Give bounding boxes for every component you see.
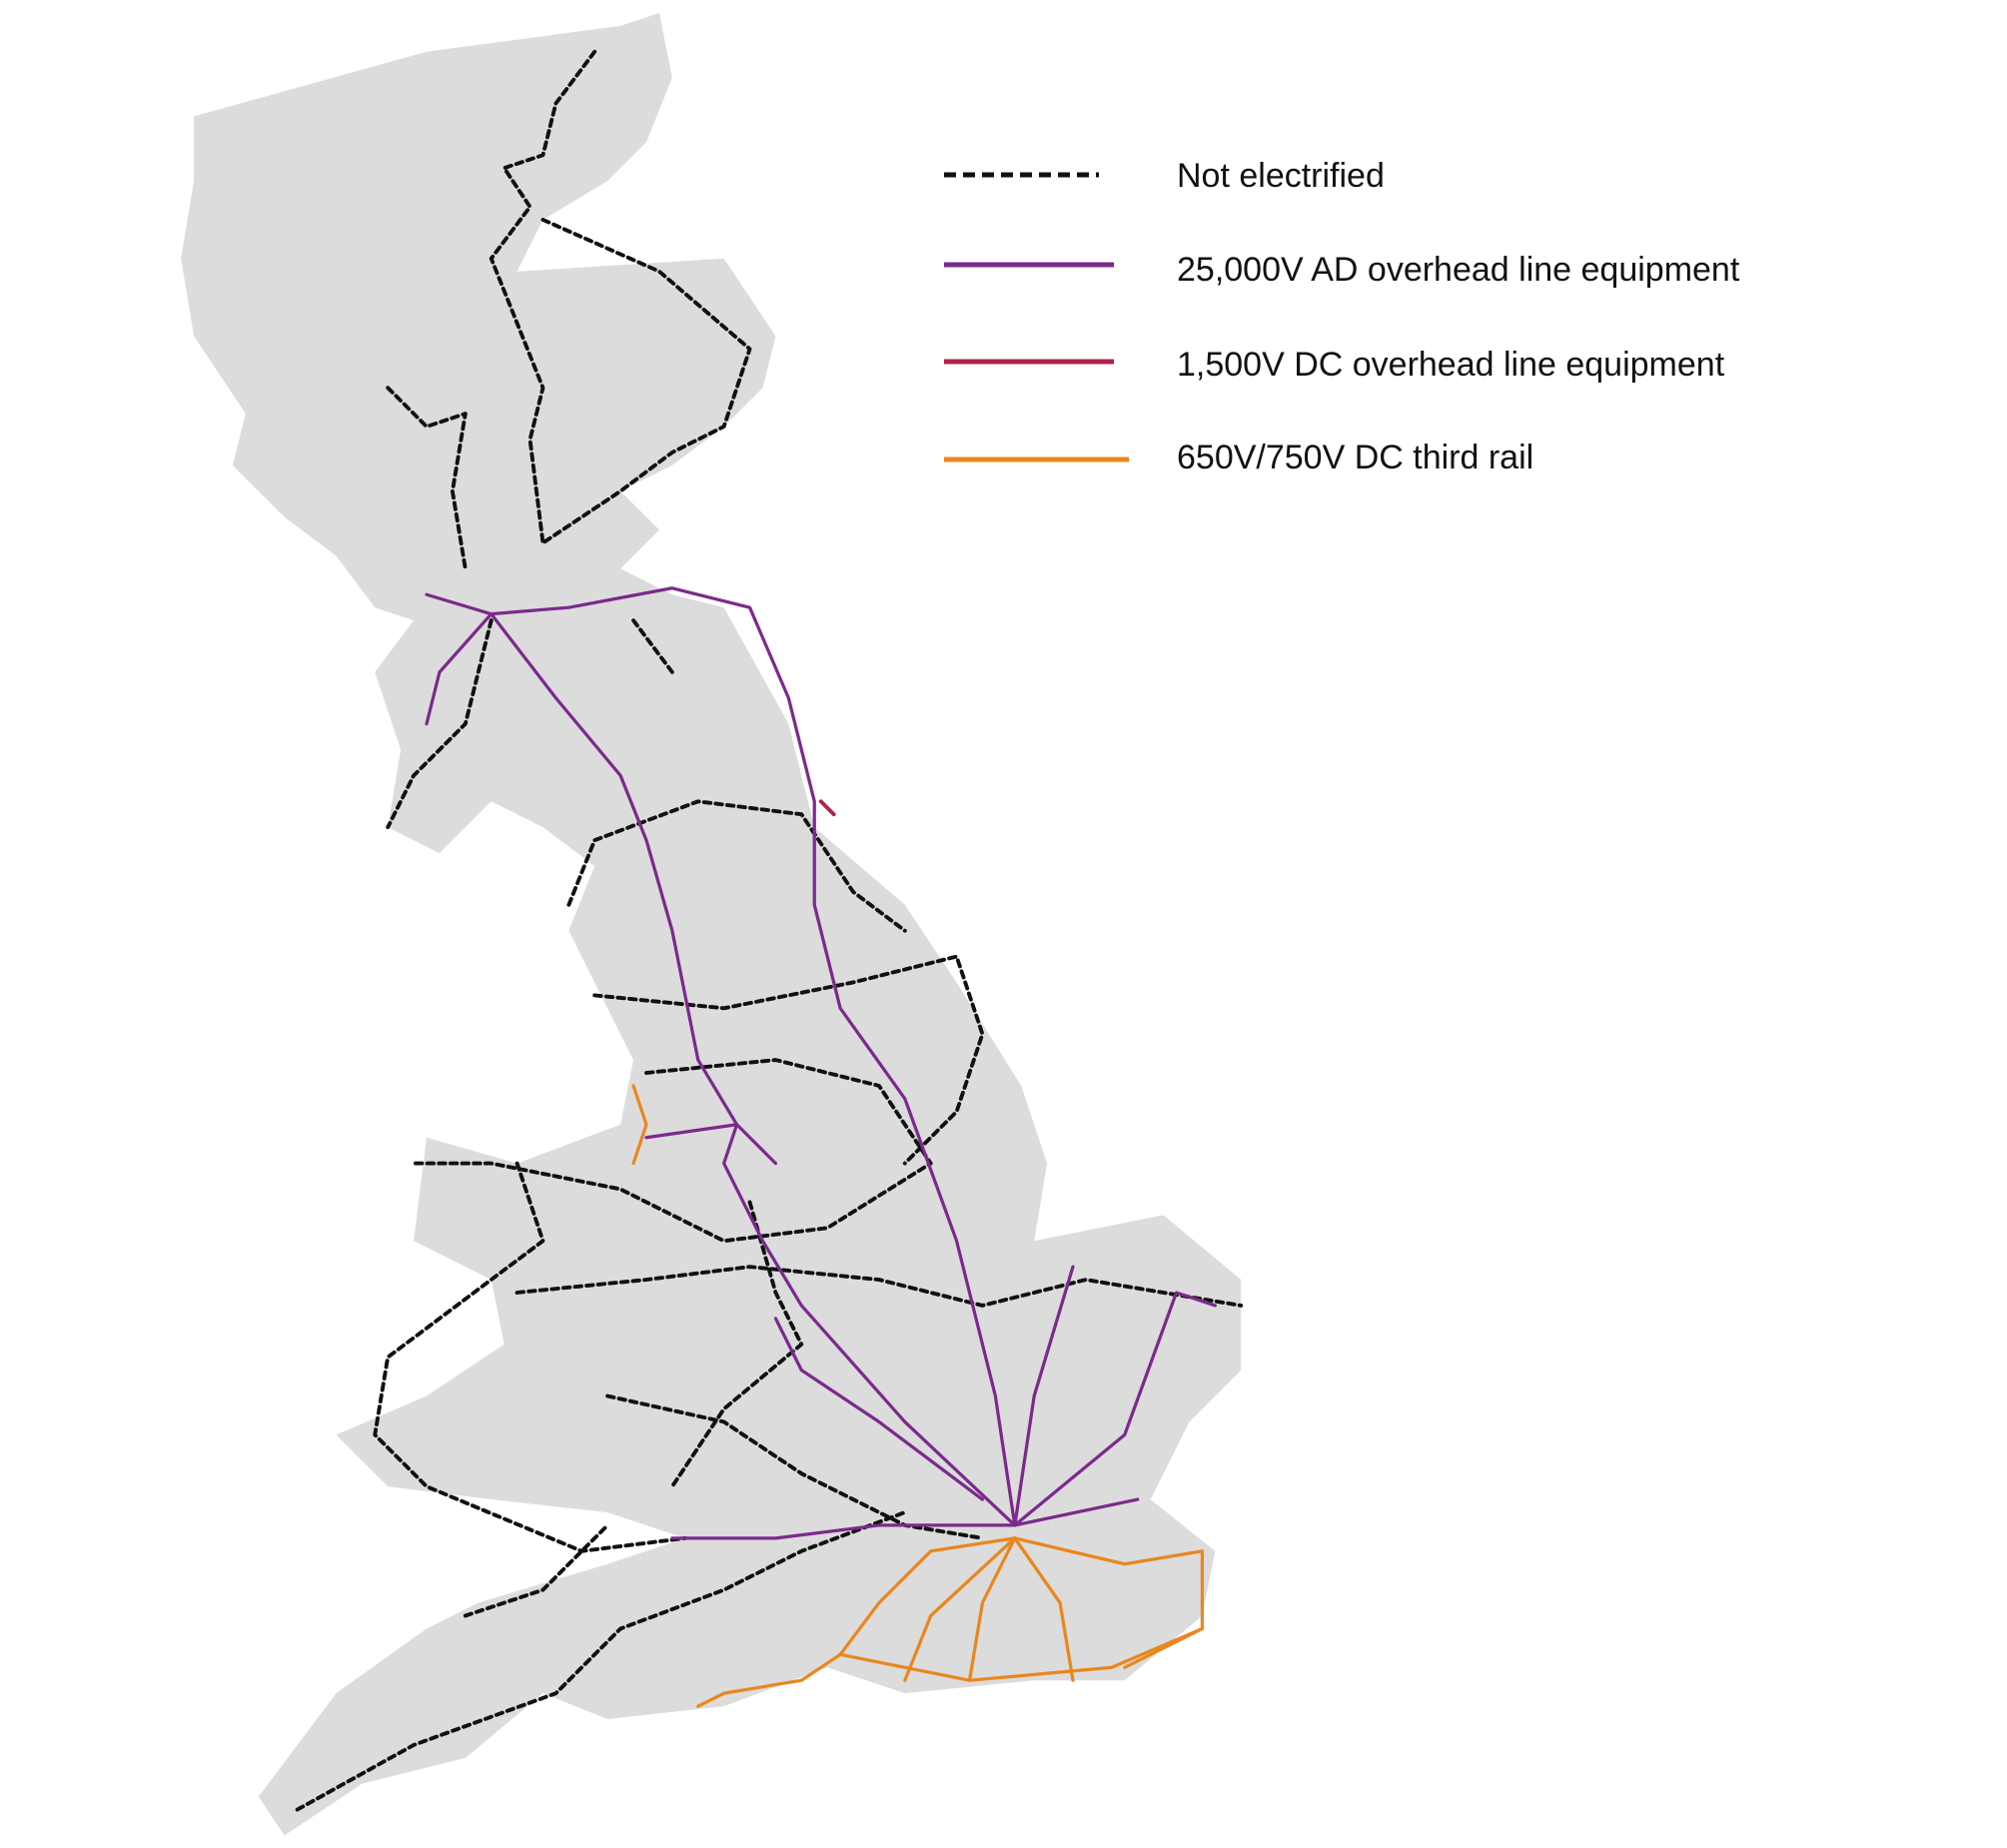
legend-label: Not electrified bbox=[1177, 157, 1385, 195]
dc-overhead-line bbox=[818, 799, 836, 817]
map-content bbox=[181, 12, 1244, 1836]
third-rail-lines bbox=[631, 1084, 1205, 1708]
land bbox=[181, 12, 1242, 1836]
legend-label: 650V/750V DC third rail bbox=[1177, 439, 1533, 476]
legend: Not electrified 25,000V AD overhead line… bbox=[944, 157, 1740, 476]
legend-label: 1,500V DC overhead line equipment bbox=[1177, 346, 1725, 384]
legend-label: 25,000V AD overhead line equipment bbox=[1177, 251, 1740, 289]
ac-overhead-lines bbox=[425, 586, 1217, 1540]
not-electrified-lines bbox=[295, 49, 1244, 1812]
